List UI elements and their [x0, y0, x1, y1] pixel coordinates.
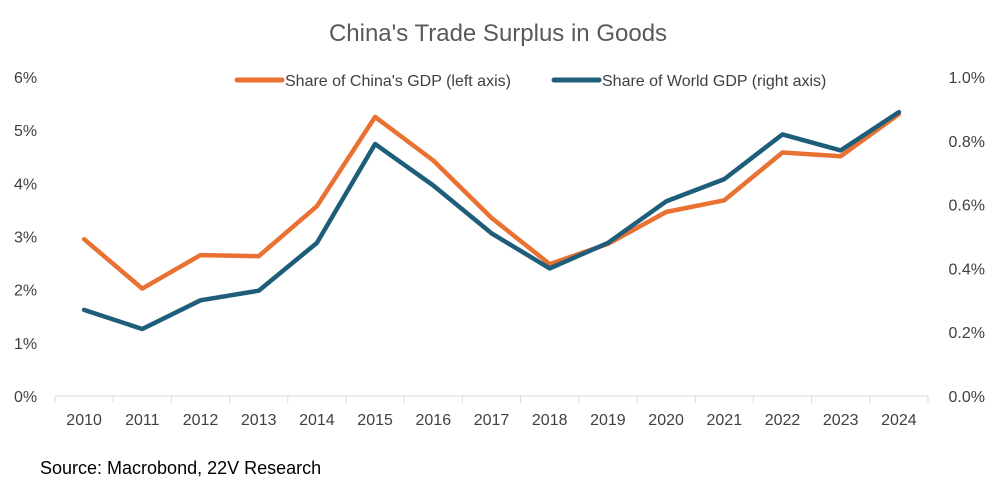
- legend-label-china-gdp: Share of China's GDP (left axis): [285, 73, 511, 90]
- x-tick-label: 2022: [765, 412, 801, 429]
- right-axis-tick-label: 1.0%: [949, 70, 985, 87]
- left-axis-tick-label: 0%: [14, 389, 37, 406]
- x-tick-label: 2016: [416, 412, 452, 429]
- x-tick-label: 2011: [125, 412, 160, 429]
- right-axis-labels: 0.0% 0.2% 0.4% 0.6% 0.8% 1.0%: [949, 70, 985, 406]
- x-axis-ticks: [55, 396, 928, 403]
- left-axis-tick-label: 5%: [14, 123, 37, 140]
- left-axis-tick-label: 1%: [14, 336, 37, 353]
- left-axis-tick-label: 3%: [14, 230, 37, 247]
- x-axis-labels: 2010 2011 2012 2013 2014 2015 2016 2017 2018 2019…: [66, 412, 916, 429]
- left-axis-labels: 0% 1% 2% 3% 4% 5% 6%: [14, 70, 37, 406]
- legend-label-world-gdp: Share of World GDP (right axis): [602, 73, 826, 90]
- right-axis-tick-label: 0.2%: [949, 325, 985, 342]
- x-tick-label: 2024: [881, 412, 917, 429]
- right-axis-tick-label: 0.6%: [949, 198, 985, 215]
- right-axis-tick-label: 0.4%: [949, 261, 985, 278]
- legend: Share of China's GDP (left axis) Share o…: [237, 73, 826, 90]
- x-tick-label: 2019: [590, 412, 626, 429]
- left-axis-tick-label: 4%: [14, 176, 37, 193]
- x-tick-label: 2015: [357, 412, 393, 429]
- left-axis-tick-label: 2%: [14, 283, 37, 300]
- right-axis-tick-label: 0.8%: [949, 134, 985, 151]
- x-tick-label: 2017: [474, 412, 510, 429]
- left-axis-tick-label: 6%: [14, 70, 37, 87]
- x-tick-label: 2021: [707, 412, 743, 429]
- x-tick-label: 2014: [299, 412, 335, 429]
- chart-source: Source: Macrobond, 22V Research: [40, 458, 321, 478]
- x-tick-label: 2020: [648, 412, 684, 429]
- x-tick-label: 2010: [66, 412, 102, 429]
- chart-title: China's Trade Surplus in Goods: [329, 20, 667, 47]
- right-axis-tick-label: 0.0%: [949, 389, 985, 406]
- series-lines: [84, 112, 899, 329]
- x-tick-label: 2023: [823, 412, 859, 429]
- x-tick-label: 2013: [241, 412, 277, 429]
- x-tick-label: 2012: [183, 412, 219, 429]
- x-tick-label: 2018: [532, 412, 568, 429]
